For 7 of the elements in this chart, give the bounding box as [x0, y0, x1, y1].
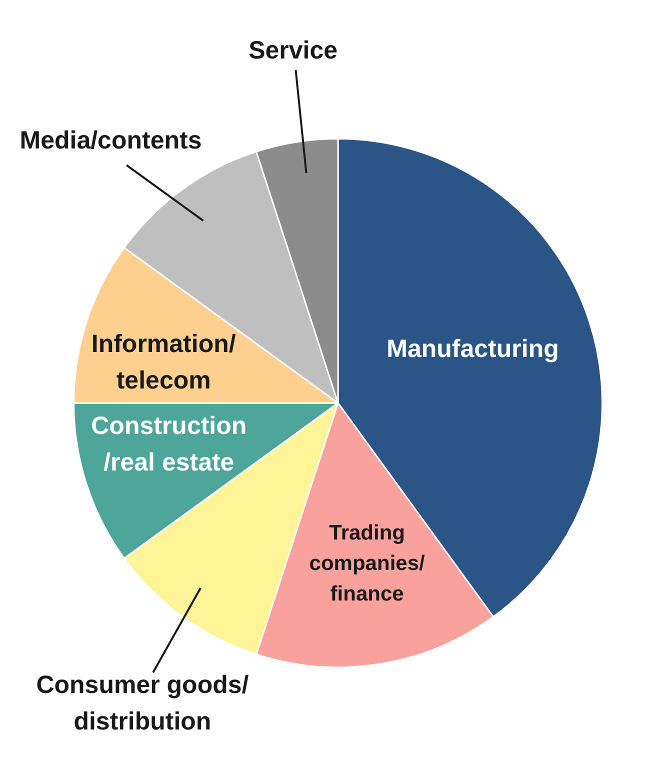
slice-label: Media/contents — [20, 126, 202, 154]
slice-label: Information/ telecom — [91, 330, 236, 394]
slice-label: Service — [248, 36, 338, 64]
slice-label: Construction /real estate — [91, 412, 247, 476]
slice-label: Manufacturing — [386, 335, 559, 364]
slice-label: Consumer goods/ distribution — [36, 671, 249, 736]
slice-label: Trading companies/ finance — [309, 522, 425, 606]
